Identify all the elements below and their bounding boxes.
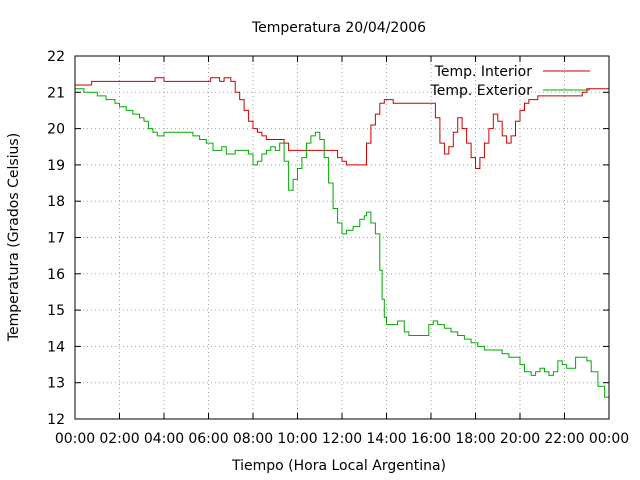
x-tick-label: 12:00 (322, 431, 362, 447)
y-tick-label: 15 (47, 303, 65, 319)
x-tick-label: 02:00 (99, 431, 139, 447)
x-tick-label: 04:00 (144, 431, 184, 447)
y-tick-label: 14 (47, 339, 65, 355)
x-tick-label: 14:00 (366, 431, 406, 447)
x-tick-label: 20:00 (500, 431, 540, 447)
y-tick-label: 20 (47, 122, 65, 138)
y-tick-label: 12 (47, 412, 65, 428)
series-lines (75, 77, 610, 398)
y-tick-label: 18 (47, 194, 65, 210)
legend-label: Temp. Interior (434, 64, 533, 80)
x-axis-label: Tiempo (Hora Local Argentina) (231, 458, 446, 474)
x-tick-label: 08:00 (233, 431, 273, 447)
grid-lines (75, 56, 609, 419)
legend: Temp. Interior Temp. Exterior (430, 64, 590, 99)
series-line-exterior (75, 88, 610, 398)
axis-ticks: 00:00 02:00 04:00 06:00 08:00 10:00 12:00 14:00… (47, 49, 629, 447)
legend-label: Temp. Exterior (430, 83, 533, 99)
y-tick-label: 13 (47, 376, 65, 392)
chart-title: Temperatura 20/04/2006 (251, 20, 426, 36)
x-tick-label: 22:00 (544, 431, 584, 447)
x-tick-label: 16:00 (411, 431, 451, 447)
x-tick-label: 18:00 (455, 431, 495, 447)
y-tick-label: 22 (47, 49, 65, 65)
x-tick-label: 06:00 (188, 431, 228, 447)
y-tick-label: 16 (47, 267, 65, 283)
y-tick-label: 17 (47, 231, 65, 247)
x-tick-label: 10:00 (277, 431, 317, 447)
y-tick-label: 21 (47, 85, 65, 101)
plot-area-border (74, 55, 610, 420)
x-tick-label: 00:00 (55, 431, 95, 447)
x-tick-label: 00:00 (589, 431, 629, 447)
y-tick-label: 19 (47, 158, 65, 174)
series-line-interior (75, 77, 609, 169)
y-axis-label: Temperatura (Grados Celsius) (6, 133, 22, 342)
